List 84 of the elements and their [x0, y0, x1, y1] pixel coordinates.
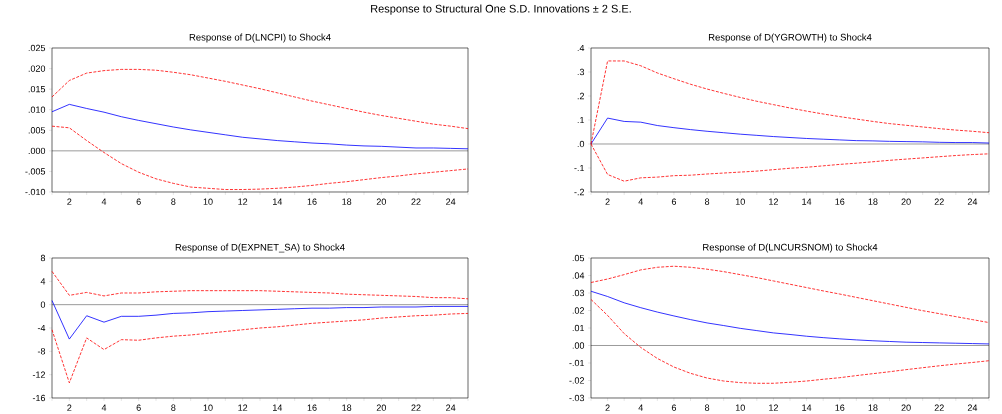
x-tick-label: 18	[868, 198, 878, 205]
x-tick-label: 16	[835, 404, 845, 411]
y-tick-label: -.2	[574, 188, 585, 196]
y-tick-label: .0	[577, 140, 585, 148]
x-tick-label: 20	[901, 198, 911, 205]
x-tick-label: 24	[967, 404, 978, 411]
y-tick-label: -16	[32, 394, 46, 402]
x-tick-label: 6	[136, 198, 141, 205]
x-tick-label: 2	[67, 404, 72, 411]
y-tick-label: -8	[37, 348, 46, 355]
x-tick-label: 14	[802, 404, 812, 411]
y-tick-label: -.1	[574, 164, 585, 171]
x-tick-label: 24	[967, 198, 978, 205]
x-tick-label: 8	[704, 198, 710, 205]
x-tick-label: 2	[67, 198, 72, 205]
x-tick-label: 22	[934, 198, 944, 205]
y-tick-label: -4	[37, 324, 46, 331]
y-tick-label: .04	[572, 272, 585, 279]
chart-title: Response of D(LNCURSNOM) to Shock4	[703, 243, 878, 253]
x-tick-label: 20	[376, 198, 386, 205]
chart-title: Response of D(LNCPI) to Shock4	[189, 33, 331, 43]
y-tick-label: .1	[577, 116, 585, 123]
y-tick-label: .02	[572, 307, 585, 314]
x-tick-label: 12	[238, 198, 248, 205]
x-tick-label: 8	[171, 198, 176, 205]
x-tick-label: 6	[136, 404, 141, 411]
x-tick-label: 18	[868, 404, 878, 411]
x-tick-label: 20	[376, 404, 386, 411]
x-tick-label: 2	[605, 404, 610, 411]
x-tick-label: 4	[638, 198, 643, 205]
x-tick-label: 4	[101, 198, 107, 205]
x-tick-label: 4	[638, 404, 643, 411]
x-tick-label: 22	[934, 404, 944, 411]
y-tick-label: 8	[40, 254, 46, 262]
y-tick-label: .020	[28, 65, 46, 72]
y-tick-label: -.005	[25, 168, 46, 175]
x-tick-label: 20	[901, 404, 911, 411]
x-tick-label: 16	[307, 198, 317, 205]
y-tick-label: -.03	[569, 394, 585, 402]
y-tick-label: .4	[577, 44, 585, 51]
x-tick-label: 12	[769, 404, 778, 411]
x-tick-label: 22	[411, 404, 421, 411]
x-tick-label: 14	[802, 198, 812, 205]
x-tick-label: 10	[735, 404, 745, 411]
y-tick-label: -.010	[25, 188, 46, 196]
x-tick-label: 24	[446, 404, 456, 411]
y-tick-label: 0	[40, 301, 46, 308]
x-tick-label: 16	[307, 404, 317, 411]
y-tick-label: .2	[577, 92, 585, 100]
text: Response to Structural One S.D. Innovations ± 2 S.E.	[371, 4, 631, 15]
x-tick-label: 12	[238, 404, 248, 411]
chart-title: Response of D(YGROWTH) to Shock4	[708, 33, 872, 43]
x-tick-label: 8	[704, 404, 710, 411]
x-tick-label: 4	[101, 404, 107, 411]
y-tick-label: .000	[28, 147, 46, 154]
x-tick-label: 24	[446, 198, 456, 205]
x-tick-label: 14	[273, 198, 283, 205]
x-tick-label: 12	[769, 198, 778, 205]
x-tick-label: 6	[671, 198, 677, 205]
x-tick-label: 22	[411, 198, 421, 205]
y-tick-label: .05	[572, 254, 585, 262]
x-tick-label: 10	[203, 198, 213, 205]
x-tick-label: 8	[171, 404, 176, 411]
chart-title: Response of D(EXPNET_SA) to Shock4	[175, 243, 345, 253]
y-tick-label: -.01	[569, 359, 585, 367]
x-tick-label: 18	[342, 404, 352, 411]
x-tick-label: 6	[671, 404, 677, 411]
x-tick-label: 10	[203, 404, 213, 411]
y-tick-label: .005	[28, 126, 46, 134]
y-tick-label: .3	[577, 68, 585, 76]
x-tick-label: 14	[273, 404, 283, 411]
y-tick-label: .01	[572, 324, 585, 332]
y-tick-label: .03	[572, 289, 585, 297]
y-tick-label: .010	[28, 106, 46, 113]
x-tick-label: 18	[342, 198, 352, 205]
y-tick-label: .015	[28, 85, 46, 93]
y-tick-label: -12	[32, 371, 46, 378]
x-tick-label: 16	[835, 198, 845, 205]
x-tick-label: 10	[735, 198, 745, 205]
y-tick-label: .00	[572, 342, 585, 349]
y-tick-label: -.02	[569, 377, 585, 384]
x-tick-label: 2	[605, 198, 610, 205]
y-tick-label: .025	[28, 44, 46, 52]
y-tick-label: 4	[40, 278, 46, 285]
